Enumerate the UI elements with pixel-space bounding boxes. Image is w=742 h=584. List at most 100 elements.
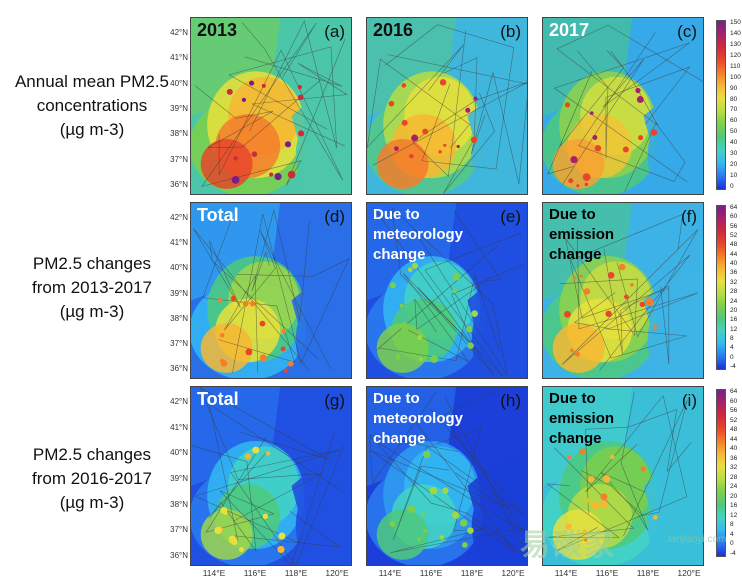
- city-hotspot: [423, 529, 428, 534]
- plateau-region: [543, 18, 633, 116]
- longitude-tick-label: 116°E: [595, 568, 619, 578]
- latitude-tick-label: 37°N: [170, 525, 188, 535]
- city-hotspot: [265, 451, 271, 456]
- province-border: [194, 79, 321, 149]
- map-panel: 2017 (c): [542, 17, 704, 195]
- city-hotspot: [251, 151, 258, 157]
- city-hotspot: [579, 274, 583, 278]
- city-hotspot: [261, 83, 266, 88]
- latitude-tick-label: 40°N: [170, 448, 188, 458]
- sea-region: [643, 265, 703, 378]
- province-border: [228, 20, 337, 149]
- city-hotspot: [231, 175, 240, 184]
- city-hotspot: [220, 358, 224, 363]
- map-field: [543, 18, 703, 194]
- city-hotspot: [226, 88, 233, 95]
- city-hotspot: [467, 342, 474, 350]
- map-panel: 2013 (a): [190, 17, 352, 195]
- city-hotspot: [430, 355, 439, 363]
- longitude-tick-label: 114°E: [202, 568, 226, 578]
- city-hotspot: [238, 546, 245, 553]
- province-border: [367, 44, 470, 149]
- colorbar-tick-label: 10: [730, 172, 738, 180]
- longitude-tick-label: 118°E: [284, 568, 308, 578]
- city-hotspot: [607, 272, 615, 279]
- plateau-region: [191, 18, 281, 116]
- longitude-tick-label: 118°E: [636, 568, 660, 578]
- longitude-tick-label: 116°E: [243, 568, 267, 578]
- colorbar-tick-label: 90: [730, 84, 738, 92]
- sea-region: [291, 265, 351, 378]
- row-label-line: (µg m-3): [59, 120, 125, 139]
- province-border: [570, 213, 688, 359]
- province-border: [384, 24, 515, 170]
- city-hotspot: [278, 532, 286, 540]
- map-panel: Due to emission change (i): [542, 386, 704, 566]
- colorbar-tick-label: 30: [730, 150, 738, 158]
- province-border: [561, 229, 699, 371]
- city-hotspot: [407, 505, 412, 511]
- colorbar-tick-label: -4: [730, 363, 736, 370]
- colorbar-tick-label: 56: [730, 222, 738, 230]
- city-hotspot: [575, 351, 580, 357]
- city-hotspot: [459, 519, 468, 527]
- city-hotspot: [599, 500, 608, 509]
- plateau-region: [367, 203, 457, 301]
- latitude-tick-label: 42°N: [170, 213, 188, 222]
- city-hotspot: [610, 454, 615, 459]
- city-hotspot: [252, 446, 260, 454]
- city-hotspot: [274, 173, 282, 181]
- sea-region: [467, 81, 527, 194]
- province-border: [370, 418, 516, 553]
- latitude-tick-label: 39°N: [170, 474, 188, 483]
- row-label-line: PM2.5 changes: [32, 445, 152, 464]
- province-border: [414, 210, 502, 333]
- province-border: [573, 229, 699, 330]
- city-hotspot: [650, 128, 658, 136]
- city-hotspot: [589, 111, 594, 116]
- colorbar-tick-label: 100: [730, 73, 741, 81]
- colorbar-tick-label: 24: [730, 297, 738, 305]
- map-panel: Total (g): [190, 386, 352, 566]
- city-hotspot: [230, 295, 237, 302]
- province-border: [577, 51, 691, 159]
- city-hotspot: [565, 523, 572, 530]
- city-hotspot: [591, 501, 599, 510]
- panel-letter: (c): [677, 22, 697, 41]
- row-label-line: PM2.5 changes: [32, 254, 152, 273]
- province-border: [193, 228, 320, 372]
- colorbar: [716, 20, 726, 190]
- panel-title: Due to meteorology change: [373, 390, 464, 447]
- concentration-region: [552, 139, 605, 189]
- city-hotspot: [564, 102, 571, 108]
- panel-letter: (b): [500, 22, 521, 41]
- plateau-region: [543, 203, 633, 301]
- colorbar: [716, 389, 726, 557]
- colorbar-tick-label: 130: [730, 40, 741, 48]
- concentration-region: [200, 323, 253, 373]
- colorbar-tick-label: 12: [730, 325, 738, 333]
- city-hotspot: [465, 107, 471, 113]
- row-label-line: Annual mean PM2.5: [14, 72, 170, 91]
- longitude-tick-label: 114°E: [378, 568, 402, 578]
- colorbar-tick-label: 8: [730, 334, 734, 342]
- city-hotspot: [635, 87, 641, 94]
- colorbar-tick-label: 44: [730, 250, 738, 258]
- panel-title: Due to emission change: [549, 390, 615, 447]
- colorbar-tick-label: 40: [730, 260, 738, 268]
- city-hotspot: [411, 134, 419, 142]
- city-hotspot: [233, 156, 238, 161]
- city-hotspot: [582, 529, 588, 535]
- concentration-region: [200, 509, 253, 560]
- city-hotspot: [280, 346, 286, 352]
- colorbar-tick-label: -4: [730, 550, 736, 557]
- colorbar-tick-label: 80: [730, 95, 738, 103]
- city-hotspot: [452, 288, 458, 294]
- province-border: [553, 42, 690, 185]
- latitude-tick-label: 36°N: [170, 180, 188, 189]
- colorbar-tick-label: 36: [730, 269, 738, 277]
- panel-title: Total: [197, 389, 239, 409]
- city-hotspot: [241, 97, 247, 102]
- city-hotspot: [401, 83, 407, 88]
